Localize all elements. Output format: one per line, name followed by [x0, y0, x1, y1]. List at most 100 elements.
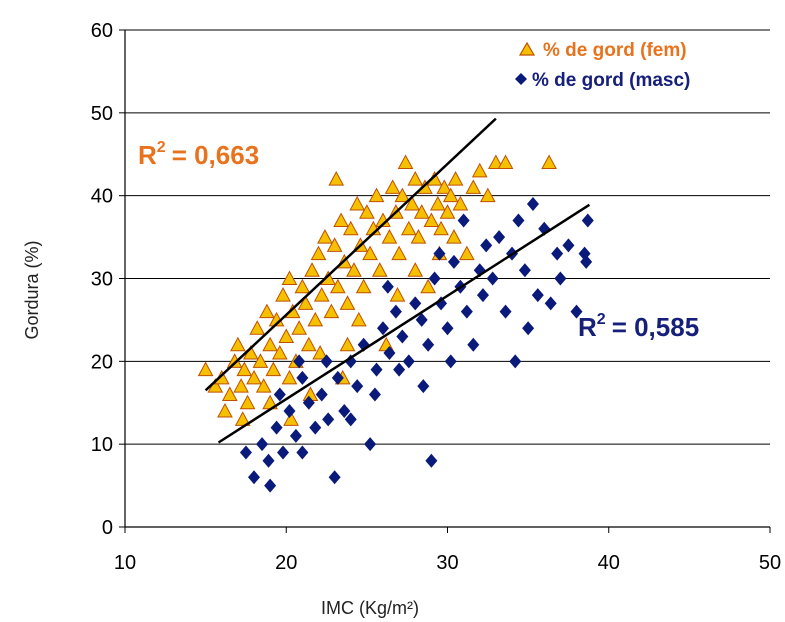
x-axis-label: IMC (Kg/m²)	[321, 598, 419, 618]
data-point-masc	[415, 312, 428, 327]
data-point-fem	[291, 320, 307, 335]
data-point-masc	[581, 213, 594, 228]
x-tick-label: 50	[759, 552, 781, 574]
legend-masc-label: % de gord (masc)	[532, 70, 690, 91]
data-point-fem	[271, 344, 288, 360]
data-point-fem	[339, 295, 356, 310]
data-point-masc	[381, 279, 394, 294]
data-point-fem	[330, 278, 346, 294]
data-point-fem	[275, 287, 291, 302]
data-point-fem	[447, 171, 464, 186]
data-point-fem	[213, 369, 230, 385]
y-tick-label: 10	[91, 434, 113, 456]
data-point-masc	[338, 404, 351, 419]
data-point-masc	[428, 271, 441, 286]
data-point-fem	[339, 336, 356, 352]
data-point-masc	[283, 404, 296, 419]
data-point-masc	[262, 453, 275, 468]
data-point-fem	[197, 361, 214, 377]
y-tick-label: 30	[91, 269, 113, 291]
data-point-fem	[236, 361, 253, 377]
data-point-fem	[465, 179, 482, 194]
data-point-masc	[273, 387, 286, 402]
data-point-masc	[351, 379, 364, 394]
data-point-fem	[439, 204, 456, 219]
y-tick-label: 40	[91, 186, 113, 208]
data-point-masc	[364, 437, 377, 452]
data-point-masc	[580, 254, 593, 269]
data-point-fem	[413, 204, 430, 219]
data-point-fem	[326, 237, 343, 252]
data-point-fem	[283, 411, 299, 426]
data-point-masc	[296, 370, 309, 385]
data-point-masc	[476, 288, 489, 303]
data-point-masc	[409, 296, 422, 311]
data-point-fem	[297, 295, 314, 310]
data-point-masc	[531, 288, 544, 303]
data-point-fem	[350, 311, 367, 327]
data-point-masc	[344, 412, 357, 427]
data-point-masc	[435, 296, 448, 311]
y-axis-label: Gordura (%)	[22, 240, 42, 339]
data-point-fem	[436, 179, 453, 194]
data-point-fem	[459, 245, 475, 261]
data-point-masc	[554, 271, 567, 286]
data-point-masc	[433, 246, 446, 261]
data-point-masc	[277, 445, 290, 460]
data-point-fem	[371, 262, 388, 277]
data-point-fem	[497, 154, 514, 170]
trendline-fem	[204, 117, 497, 392]
data-point-fem	[541, 154, 557, 170]
x-tick-label: 10	[114, 552, 136, 574]
data-point-fem	[442, 187, 459, 203]
data-point-fem	[300, 336, 317, 352]
data-point-masc	[302, 395, 315, 410]
data-point-fem	[278, 328, 295, 343]
data-point-fem	[410, 229, 427, 244]
data-point-fem	[368, 187, 385, 203]
grid-lines	[119, 29, 771, 533]
data-point-masc	[444, 354, 457, 369]
data-point-fem	[407, 262, 424, 277]
data-point-fem	[397, 154, 414, 170]
data-point-fem	[433, 220, 449, 236]
data-point-fem	[452, 195, 469, 211]
x-tick-label: 20	[275, 552, 297, 574]
x-tick-label: 30	[436, 552, 458, 574]
data-point-masc	[393, 362, 406, 377]
data-point-masc	[425, 453, 438, 468]
data-point-fem	[407, 171, 424, 186]
x-tick-labels: 10 20 30 40 50	[114, 552, 781, 574]
data-point-masc	[309, 420, 322, 435]
x-tick-label: 40	[598, 552, 620, 574]
data-point-fem	[317, 229, 333, 244]
data-point-masc	[509, 354, 522, 369]
data-point-masc	[368, 387, 381, 402]
data-point-masc	[460, 304, 473, 319]
data-point-fem	[391, 245, 407, 261]
trendlines	[204, 117, 591, 444]
data-point-masc	[248, 470, 260, 485]
data-point-fem	[249, 320, 266, 335]
data-point-masc	[370, 362, 383, 377]
data-point-fem	[429, 195, 446, 211]
data-point-masc	[499, 304, 512, 319]
data-point-masc	[522, 321, 535, 336]
data-point-masc	[467, 337, 480, 352]
data-point-fem	[426, 171, 443, 186]
data-point-fem	[265, 361, 282, 377]
data-point-masc	[256, 437, 269, 452]
data-point-masc	[570, 304, 583, 319]
data-point-fem	[284, 303, 301, 319]
y-tick-labels: 0 10 20 30 40 50 60	[91, 20, 113, 539]
data-point-fem	[246, 369, 262, 385]
data-point-fem	[420, 278, 436, 294]
data-point-fem	[221, 386, 238, 401]
data-point-fem	[281, 270, 298, 285]
data-point-fem	[313, 287, 330, 302]
data-point-masc	[562, 238, 575, 253]
y-tick-label: 0	[102, 517, 113, 539]
data-point-fem	[230, 336, 246, 352]
data-point-masc	[322, 412, 335, 427]
data-point-fem	[255, 378, 272, 393]
